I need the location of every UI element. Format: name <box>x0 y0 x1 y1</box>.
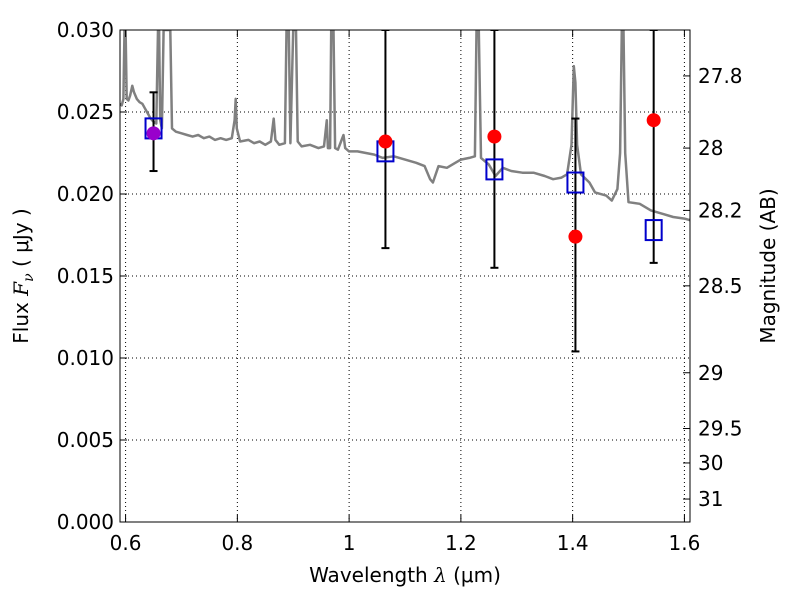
y-axis-label: Flux Fν ( μJy ) <box>9 208 37 343</box>
right-tick-label: 27.8 <box>698 64 743 88</box>
y-tick-label: 0.015 <box>57 264 114 288</box>
right-tick-label: 29.5 <box>698 417 743 441</box>
observed-circle-point <box>378 134 393 149</box>
y-axis-label-symbol: F <box>9 281 33 297</box>
x-axis-label-suffix: (μm) <box>447 563 501 587</box>
observed-circle-point <box>487 129 502 144</box>
model-square-point <box>566 171 585 194</box>
spectrum-line <box>120 30 690 222</box>
x-tick-label: 1.6 <box>669 531 701 555</box>
right-tick-label: 30 <box>698 451 723 475</box>
y-tick-label: 0.010 <box>57 346 114 370</box>
y-tick-label: 0.000 <box>57 510 114 534</box>
observed-circle-point <box>646 113 661 128</box>
x-tick-label: 1.2 <box>445 531 477 555</box>
plot-area <box>120 30 690 353</box>
y-axis-label-suffix: ( μJy ) <box>9 208 33 273</box>
x-tick-label: 0.8 <box>221 531 253 555</box>
x-tick-label: 0.6 <box>110 531 142 555</box>
axis-ticks: 0.6 0.8 1 1.2 1.4 1.6 0.000 0.005 0.010 0.015 0.02… <box>57 18 743 555</box>
y-tick-label: 0.030 <box>57 18 114 42</box>
y-tick-label: 0.025 <box>57 100 114 124</box>
x-tick-label: 1.4 <box>557 531 589 555</box>
y-tick-label: 0.020 <box>57 182 114 206</box>
x-tick-label: 1 <box>343 531 356 555</box>
right-tick-label: 31 <box>698 487 723 511</box>
observed-circle-point <box>146 126 161 141</box>
x-axis-label-prefix: Wavelength <box>309 563 434 587</box>
right-tick-label: 28 <box>698 136 723 160</box>
right-tick-label: 29 <box>698 361 723 385</box>
x-axis-label: Wavelength λ (μm) <box>309 563 501 587</box>
y-axis-label-subscript: ν <box>21 273 37 282</box>
y-axis-label-prefix: Flux <box>9 296 33 344</box>
right-tick-label: 28.5 <box>698 274 743 298</box>
y-tick-label: 0.005 <box>57 428 114 452</box>
model-square-point <box>485 158 504 181</box>
x-axis-label-symbol: λ <box>433 563 447 587</box>
grid-lines <box>120 30 690 522</box>
right-axis-label: Magnitude (AB) <box>756 188 780 343</box>
observed-circle-point <box>568 229 583 244</box>
model-square-point <box>644 219 663 242</box>
right-tick-label: 28.2 <box>698 198 743 222</box>
